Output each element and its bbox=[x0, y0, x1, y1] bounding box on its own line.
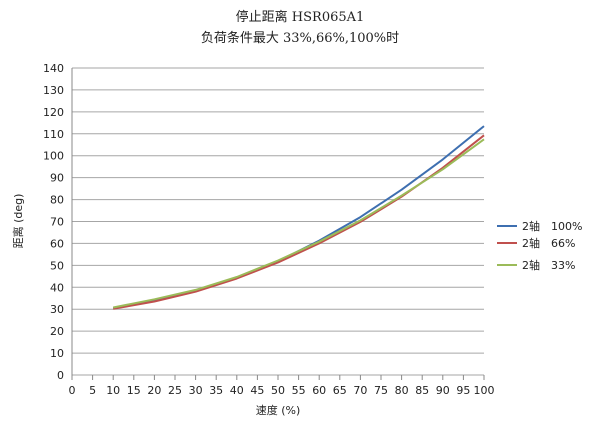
y-tick-label: 140 bbox=[43, 62, 64, 75]
chart-title: 停止距离 HSR065A1 bbox=[236, 9, 365, 25]
series-line-2 bbox=[113, 138, 485, 309]
x-tick-label: 100 bbox=[474, 384, 495, 397]
x-tick-label: 85 bbox=[415, 384, 429, 397]
y-tick-label: 80 bbox=[50, 194, 64, 207]
x-tick-label: 95 bbox=[456, 384, 470, 397]
y-tick-label: 130 bbox=[43, 84, 64, 97]
y-tick-label: 20 bbox=[50, 325, 64, 338]
y-tick-label: 40 bbox=[50, 281, 64, 294]
y-axis-label: 距离 (deg) bbox=[11, 194, 25, 249]
y-tick-label: 0 bbox=[57, 369, 64, 382]
y-tick-label: 60 bbox=[50, 237, 64, 250]
x-tick-label: 45 bbox=[250, 384, 264, 397]
chart-subtitle: 负荷条件最大 33%,66%,100%时 bbox=[201, 30, 399, 46]
y-tick-label: 70 bbox=[50, 216, 64, 229]
x-axis-ticks: 0 5 10 15 20 25 30 35 40 45 50 55 60 65 70 75 80 85 90 95 10… bbox=[69, 375, 495, 397]
x-tick-label: 20 bbox=[147, 384, 161, 397]
x-tick-label: 90 bbox=[436, 384, 450, 397]
y-tick-label: 120 bbox=[43, 106, 64, 119]
x-tick-label: 80 bbox=[395, 384, 409, 397]
y-tick-label: 90 bbox=[50, 172, 64, 185]
x-tick-label: 25 bbox=[168, 384, 182, 397]
x-tick-label: 65 bbox=[333, 384, 347, 397]
x-tick-label: 0 bbox=[69, 384, 76, 397]
x-tick-label: 70 bbox=[353, 384, 367, 397]
y-tick-label: 50 bbox=[50, 259, 64, 272]
x-tick-label: 30 bbox=[189, 384, 203, 397]
series-line-0 bbox=[113, 125, 485, 310]
x-tick-label: 55 bbox=[292, 384, 306, 397]
x-tick-label: 75 bbox=[374, 384, 388, 397]
series-line-1 bbox=[113, 134, 485, 310]
x-tick-label: 35 bbox=[209, 384, 223, 397]
x-tick-label: 40 bbox=[230, 384, 244, 397]
legend-label-1: 2轴 66% bbox=[522, 236, 575, 250]
y-tick-label: 100 bbox=[43, 150, 64, 163]
x-tick-label: 15 bbox=[127, 384, 141, 397]
y-axis-ticks: 0 10 20 30 40 50 60 70 80 90 100 110 120 130 140 bbox=[43, 62, 64, 382]
legend-label-2: 2轴 33% bbox=[522, 258, 575, 272]
y-tick-label: 30 bbox=[50, 303, 64, 316]
legend-label-0: 2轴 100% bbox=[522, 219, 582, 233]
x-tick-label: 50 bbox=[271, 384, 285, 397]
x-tick-label: 10 bbox=[106, 384, 120, 397]
x-axis-label: 速度 (%) bbox=[256, 403, 301, 417]
gridlines bbox=[71, 67, 484, 376]
x-tick-label: 60 bbox=[312, 384, 326, 397]
y-tick-label: 110 bbox=[43, 128, 64, 141]
x-tick-label: 5 bbox=[89, 384, 96, 397]
series-lines bbox=[113, 125, 485, 310]
legend: 2轴 100% 2轴 66% 2轴 33% bbox=[497, 219, 582, 272]
y-tick-label: 10 bbox=[50, 347, 64, 360]
